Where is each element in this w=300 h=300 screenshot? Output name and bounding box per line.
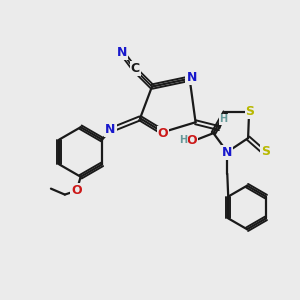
Text: S: S <box>246 105 255 118</box>
Text: S: S <box>261 146 270 158</box>
Text: H: H <box>219 114 227 124</box>
Text: N: N <box>186 71 197 84</box>
Text: N: N <box>117 46 128 59</box>
Text: O: O <box>158 127 168 140</box>
Text: N: N <box>222 146 232 160</box>
Text: H: H <box>180 135 188 145</box>
Text: N: N <box>105 123 116 136</box>
Text: O: O <box>71 184 82 197</box>
Text: O: O <box>186 134 197 147</box>
Text: C: C <box>130 62 140 75</box>
